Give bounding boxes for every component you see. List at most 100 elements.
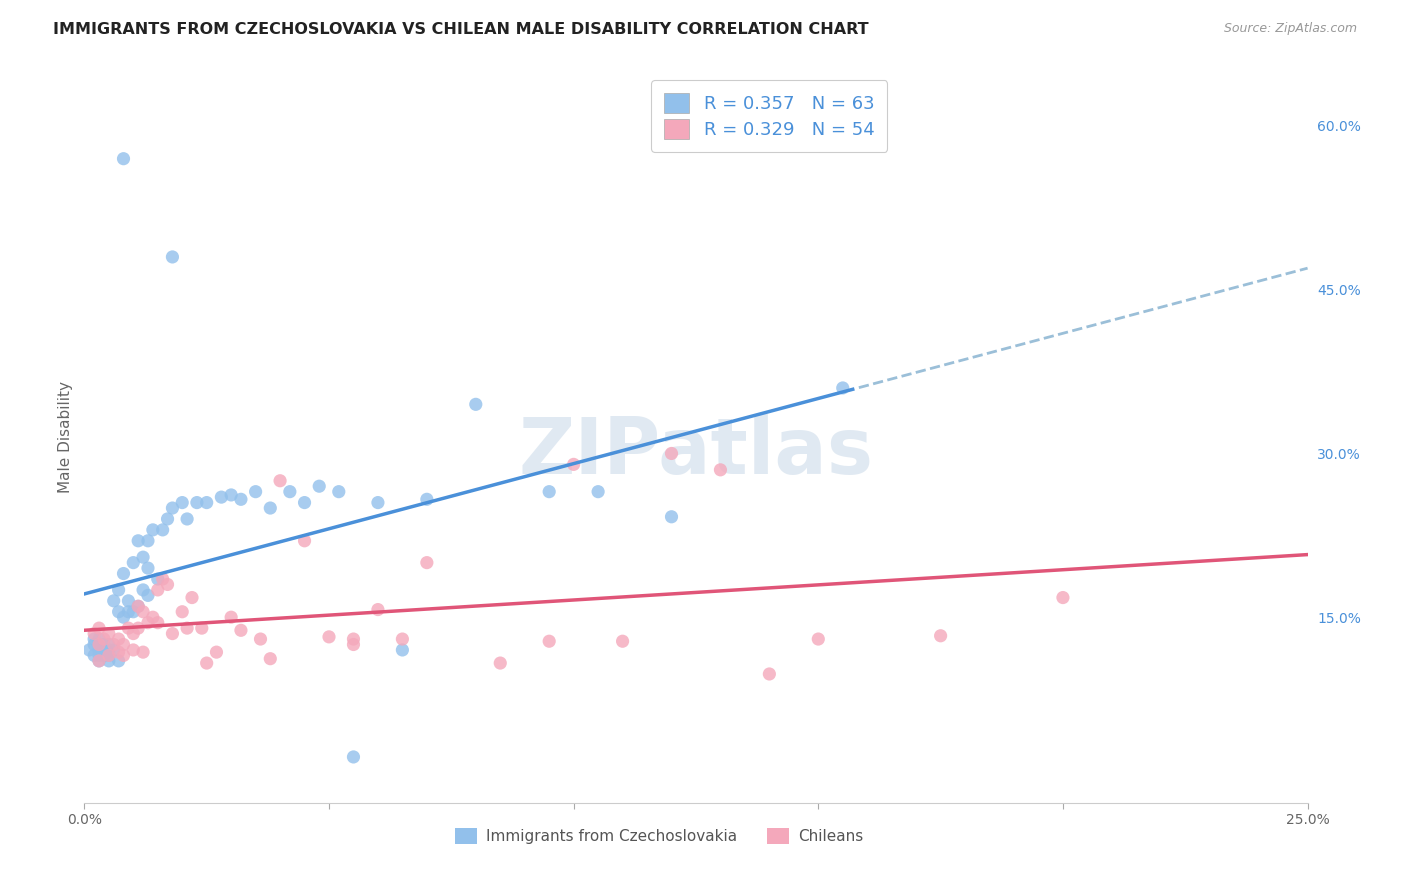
- Point: [176, 621, 198, 635]
- Point: [1052, 591, 1074, 605]
- Point: [97, 648, 120, 663]
- Point: [367, 495, 389, 509]
- Point: [107, 582, 129, 597]
- Point: [162, 626, 184, 640]
- Point: [117, 605, 139, 619]
- Point: [807, 632, 830, 646]
- Point: [136, 533, 159, 548]
- Point: [97, 648, 120, 663]
- Point: [87, 648, 110, 663]
- Point: [132, 645, 155, 659]
- Point: [93, 643, 115, 657]
- Point: [146, 572, 169, 586]
- Point: [87, 654, 110, 668]
- Point: [661, 446, 683, 460]
- Point: [342, 632, 364, 646]
- Point: [97, 638, 120, 652]
- Point: [612, 634, 634, 648]
- Point: [464, 397, 486, 411]
- Point: [181, 591, 204, 605]
- Point: [758, 667, 780, 681]
- Point: [195, 495, 218, 509]
- Point: [87, 632, 110, 646]
- Point: [308, 479, 330, 493]
- Point: [661, 509, 683, 524]
- Point: [112, 566, 135, 581]
- Point: [831, 381, 853, 395]
- Point: [127, 599, 149, 614]
- Point: [186, 495, 208, 509]
- Point: [87, 638, 110, 652]
- Point: [209, 490, 232, 504]
- Point: [489, 656, 512, 670]
- Point: [195, 656, 218, 670]
- Point: [562, 458, 585, 472]
- Point: [107, 605, 129, 619]
- Point: [117, 621, 139, 635]
- Point: [929, 629, 952, 643]
- Point: [229, 624, 252, 638]
- Point: [391, 643, 413, 657]
- Point: [172, 495, 194, 509]
- Point: [709, 463, 731, 477]
- Point: [112, 610, 135, 624]
- Point: [122, 605, 145, 619]
- Point: [142, 610, 165, 624]
- Text: IMMIGRANTS FROM CZECHOSLOVAKIA VS CHILEAN MALE DISABILITY CORRELATION CHART: IMMIGRANTS FROM CZECHOSLOVAKIA VS CHILEA…: [53, 22, 869, 37]
- Point: [294, 495, 316, 509]
- Point: [136, 588, 159, 602]
- Point: [122, 556, 145, 570]
- Point: [162, 250, 184, 264]
- Point: [278, 484, 301, 499]
- Point: [205, 645, 228, 659]
- Point: [97, 654, 120, 668]
- Point: [83, 626, 105, 640]
- Point: [259, 651, 281, 665]
- Point: [156, 512, 179, 526]
- Point: [132, 550, 155, 565]
- Point: [93, 648, 115, 663]
- Point: [83, 638, 105, 652]
- Point: [152, 523, 174, 537]
- Point: [97, 626, 120, 640]
- Point: [112, 648, 135, 663]
- Point: [136, 561, 159, 575]
- Point: [87, 621, 110, 635]
- Point: [112, 638, 135, 652]
- Point: [367, 602, 389, 616]
- Point: [136, 615, 159, 630]
- Point: [97, 645, 120, 659]
- Point: [112, 152, 135, 166]
- Point: [259, 501, 281, 516]
- Point: [416, 556, 439, 570]
- Point: [294, 533, 316, 548]
- Legend: Immigrants from Czechoslovakia, Chileans: Immigrants from Czechoslovakia, Chileans: [449, 822, 869, 850]
- Point: [107, 632, 129, 646]
- Point: [586, 484, 609, 499]
- Point: [538, 484, 561, 499]
- Point: [219, 610, 242, 624]
- Point: [146, 615, 169, 630]
- Point: [176, 512, 198, 526]
- Point: [416, 492, 439, 507]
- Point: [132, 582, 155, 597]
- Point: [127, 621, 149, 635]
- Point: [219, 488, 242, 502]
- Y-axis label: Male Disability: Male Disability: [58, 381, 73, 493]
- Point: [156, 577, 179, 591]
- Point: [269, 474, 291, 488]
- Point: [342, 750, 364, 764]
- Point: [122, 626, 145, 640]
- Point: [249, 632, 271, 646]
- Point: [83, 648, 105, 663]
- Point: [152, 572, 174, 586]
- Point: [107, 645, 129, 659]
- Point: [538, 634, 561, 648]
- Point: [87, 638, 110, 652]
- Point: [87, 643, 110, 657]
- Point: [172, 605, 194, 619]
- Point: [117, 594, 139, 608]
- Point: [103, 643, 125, 657]
- Point: [87, 654, 110, 668]
- Point: [328, 484, 350, 499]
